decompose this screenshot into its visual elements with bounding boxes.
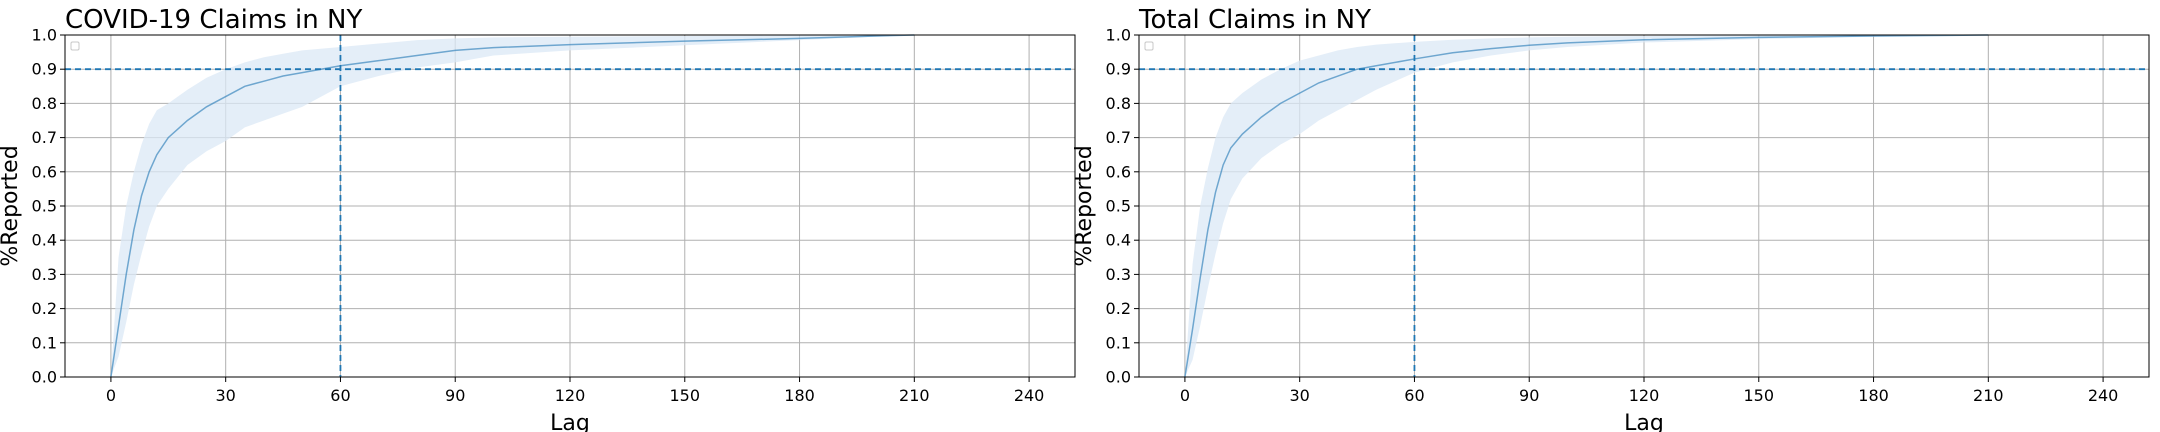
x-tick-label: 120 bbox=[555, 386, 586, 405]
x-tick-label: 90 bbox=[1519, 386, 1539, 405]
y-tick-label: 0.1 bbox=[32, 333, 57, 352]
x-tick-label: 120 bbox=[1629, 386, 1660, 405]
y-axis-label: %Reported bbox=[0, 145, 23, 266]
y-tick-label: 0.6 bbox=[1106, 162, 1131, 181]
y-tick-label: 0.0 bbox=[32, 368, 57, 387]
x-tick-label: 60 bbox=[1404, 386, 1424, 405]
y-tick-label: 0.7 bbox=[32, 128, 57, 147]
chart-panel-2: 0 30 60 90 120 150 180 210 240 0.0 0.1 0.2 0.3 0.4 0.5… bbox=[1072, 5, 2150, 432]
series-line bbox=[1184, 34, 1989, 378]
chart-title: Total Claims in NY bbox=[1138, 5, 1371, 35]
y-tick-label: 0.8 bbox=[1106, 94, 1131, 113]
y-tick-label: 0.8 bbox=[32, 94, 57, 113]
chart-title: COVID-19 Claims in NY bbox=[65, 5, 362, 35]
y-axis-label: %Reported bbox=[1072, 145, 1097, 266]
x-tick-label: 60 bbox=[330, 386, 350, 405]
x-tick-label: 240 bbox=[2088, 386, 2119, 405]
x-tick-label: 30 bbox=[1290, 386, 1310, 405]
y-tick-label: 0.9 bbox=[1106, 60, 1131, 79]
legend-box bbox=[1144, 41, 1154, 51]
x-tick-label: 150 bbox=[1743, 386, 1774, 405]
chart-panel-1: 0 30 60 90 120 150 180 210 240 0.0 0.1 0.2 0.3 0.4 0.5… bbox=[0, 5, 1076, 432]
y-tick-label: 0.5 bbox=[32, 197, 57, 216]
y-tick-label: 0.9 bbox=[32, 60, 57, 79]
x-tick-label: 240 bbox=[1014, 386, 1045, 405]
y-tick-label: 0.2 bbox=[1106, 299, 1131, 318]
y-tick-label: 1.0 bbox=[32, 26, 57, 45]
y-tick-label: 0.3 bbox=[32, 265, 57, 284]
x-axis-label: Lag bbox=[1624, 411, 1664, 432]
y-tick-label: 0.0 bbox=[1106, 368, 1131, 387]
x-tick-label: 0 bbox=[1180, 386, 1190, 405]
y-tick-label: 0.1 bbox=[1106, 333, 1131, 352]
y-tick-label: 0.2 bbox=[32, 299, 57, 318]
x-tick-label: 180 bbox=[784, 386, 815, 405]
x-tick-label: 90 bbox=[445, 386, 465, 405]
y-tick-label: 0.3 bbox=[1106, 265, 1131, 284]
y-tick-label: 0.4 bbox=[1106, 231, 1131, 250]
y-tick-label: 0.4 bbox=[32, 231, 57, 250]
y-tick-label: 0.7 bbox=[1106, 128, 1131, 147]
x-tick-label: 210 bbox=[899, 386, 930, 405]
x-tick-label: 180 bbox=[1858, 386, 1889, 405]
x-tick-label: 0 bbox=[106, 386, 116, 405]
x-axis-label: Lag bbox=[550, 411, 590, 432]
series-line bbox=[110, 34, 915, 378]
y-tick-label: 0.5 bbox=[1106, 197, 1131, 216]
x-tick-label: 210 bbox=[1973, 386, 2004, 405]
y-tick-label: 1.0 bbox=[1106, 26, 1131, 45]
x-tick-label: 150 bbox=[669, 386, 700, 405]
legend-box bbox=[70, 41, 80, 51]
y-tick-label: 0.6 bbox=[32, 162, 57, 181]
x-tick-label: 30 bbox=[216, 386, 236, 405]
